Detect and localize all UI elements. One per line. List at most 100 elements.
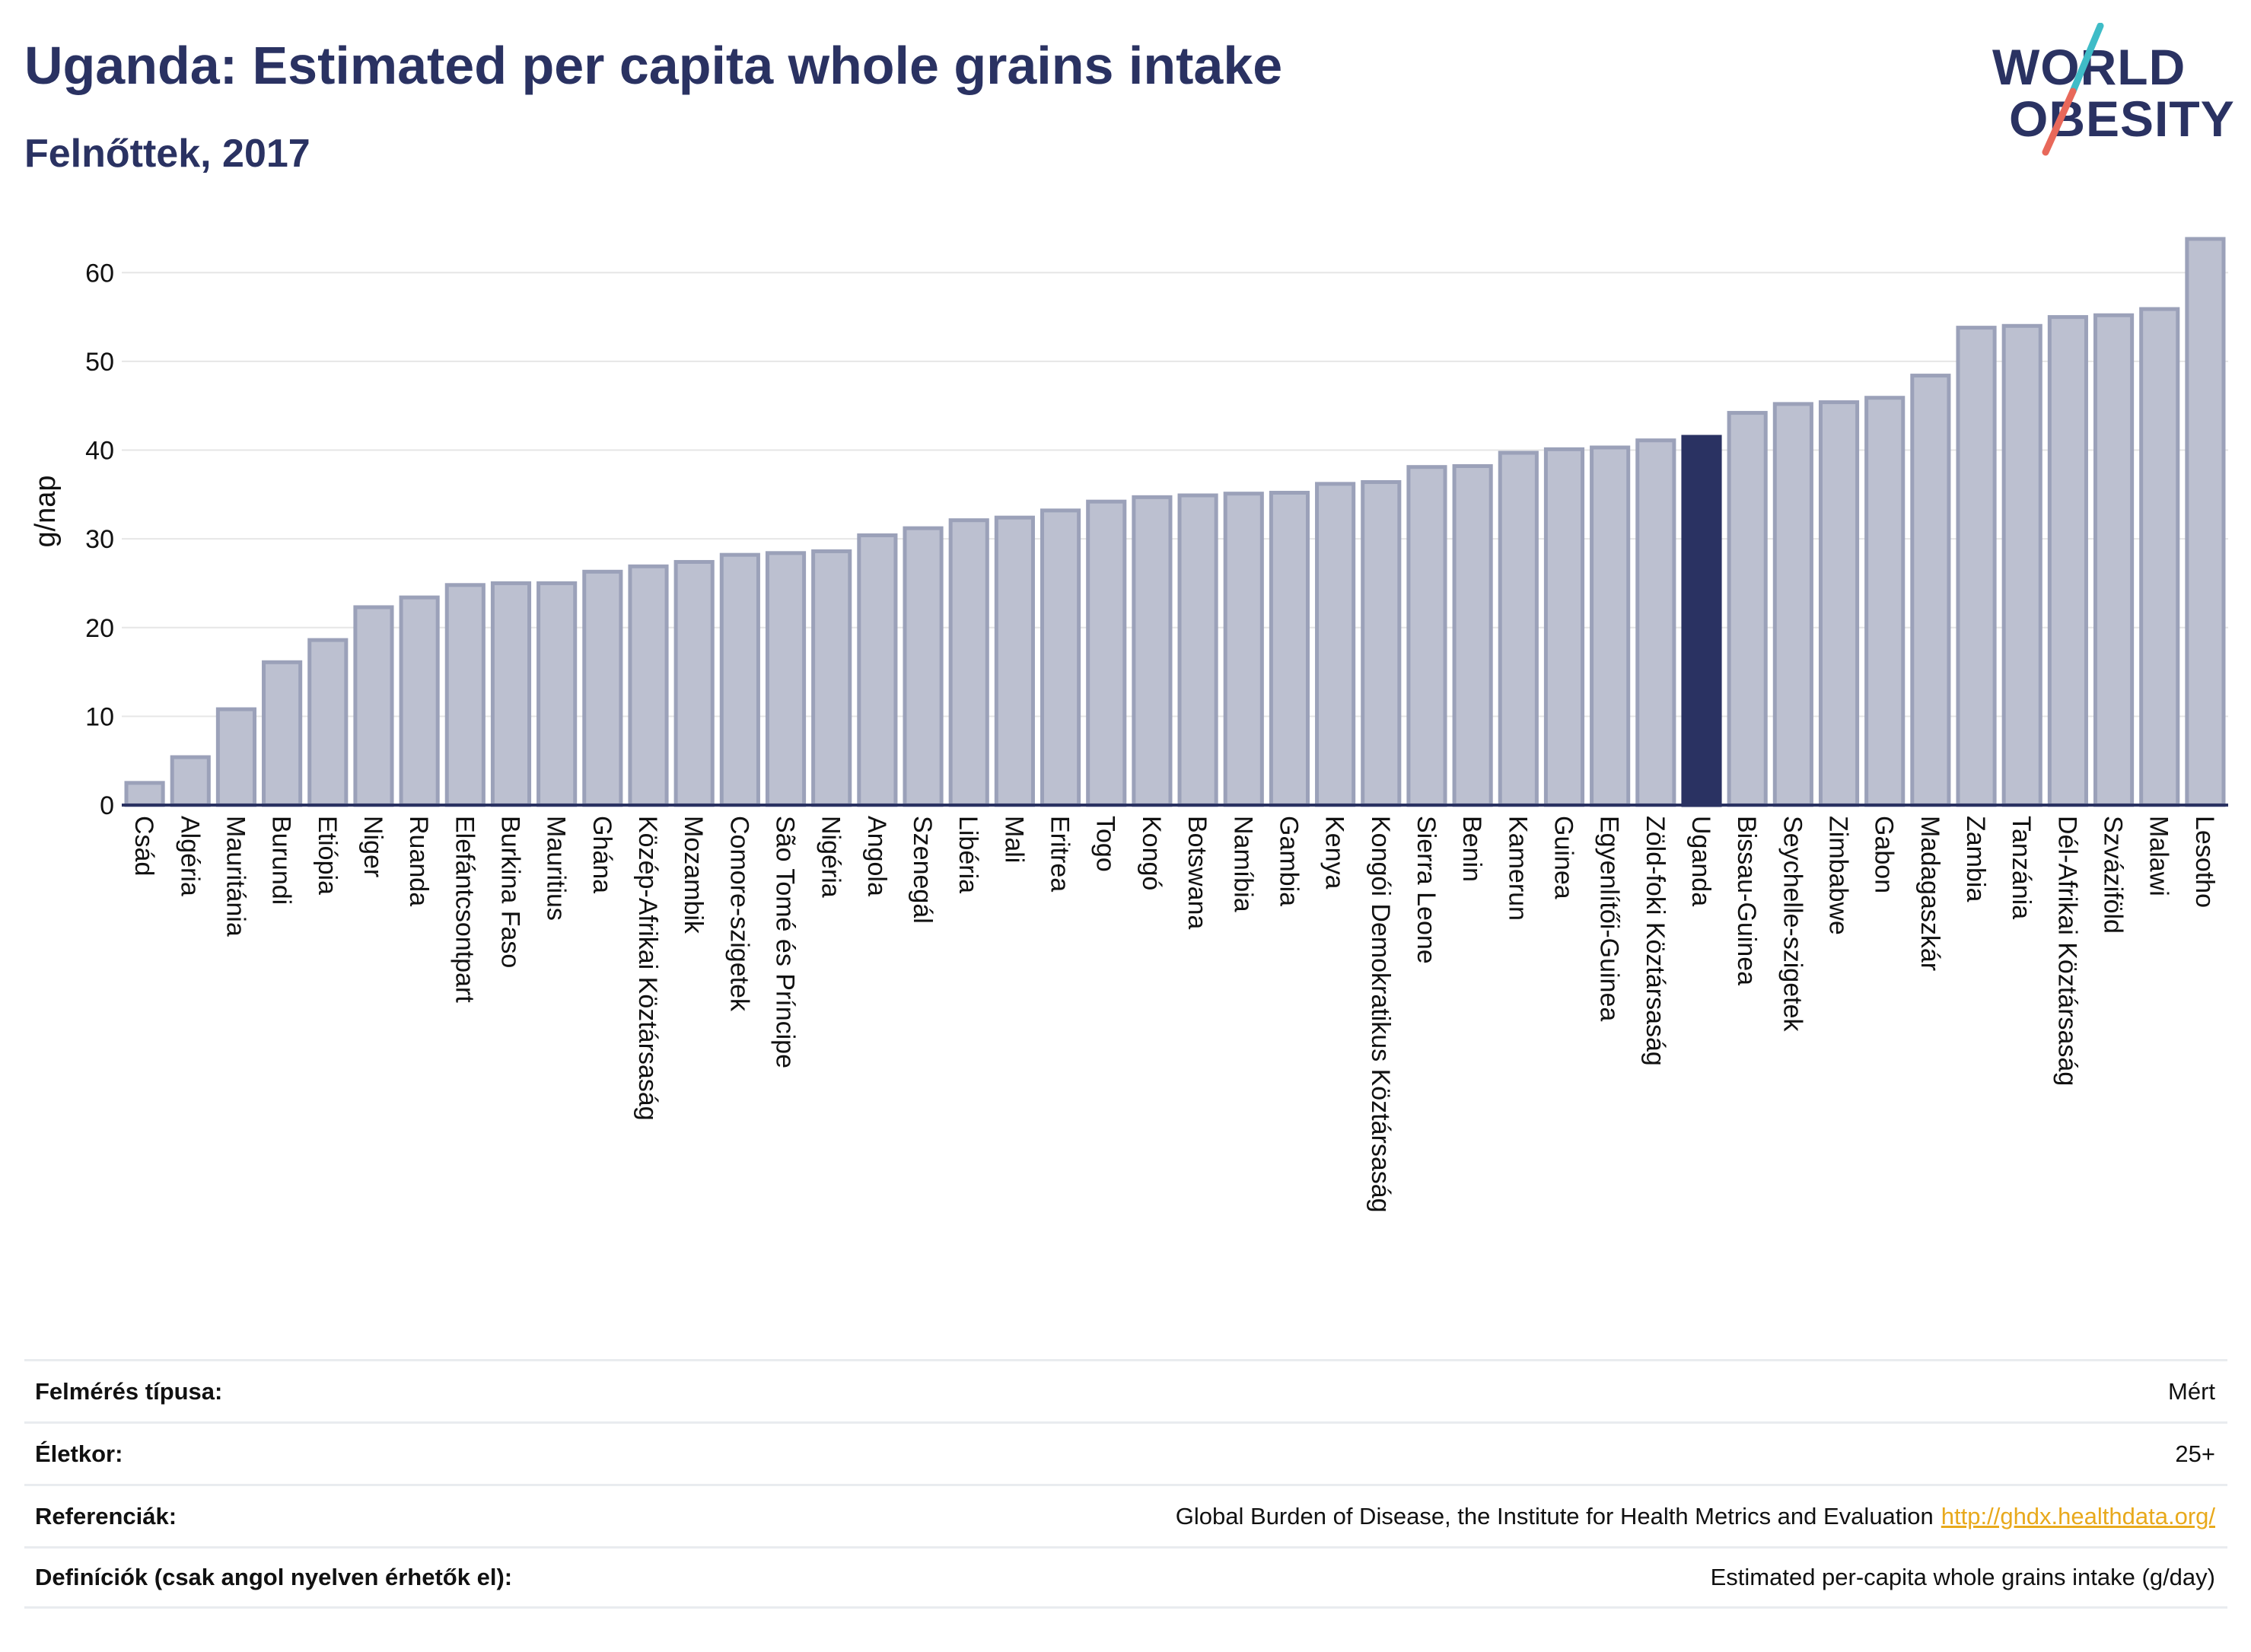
bar	[215, 707, 257, 807]
x-tick-label: Etiópia	[313, 816, 342, 895]
x-tick-label: Mauritánia	[221, 816, 250, 937]
bar	[1590, 445, 1631, 807]
bars	[124, 237, 2226, 807]
x-tick-label: Csád	[129, 816, 158, 876]
x-tick-label: Burkina Faso	[495, 816, 524, 968]
info-row-age: Életkor: 25+	[24, 1421, 2227, 1484]
x-tick-label: Közép-Afrikai Köztársaság	[633, 816, 662, 1121]
logo-slash-icon	[2042, 23, 2104, 156]
info-table: Felmérés típusa: Mért Életkor: 25+ Refer…	[24, 1359, 2227, 1609]
bar-chart: 0 10 20 30 40 50 60 Csád Algéria Mauritánia Burun…	[30, 237, 2228, 1213]
bar	[170, 755, 211, 807]
bar	[628, 564, 669, 807]
x-tick-label: Algéria	[175, 816, 204, 896]
info-label: Felmérés típusa:	[35, 1377, 223, 1405]
y-tick-label: 0	[100, 791, 114, 820]
bar	[1177, 493, 1218, 807]
bar-highlighted	[1681, 434, 1722, 807]
bar	[2139, 307, 2180, 807]
x-tick-label: Niger	[358, 816, 387, 877]
info-row-definitions: Definíciók (csak angol nyelven érhetők e…	[24, 1546, 2227, 1609]
x-tick-label: Seychelle-szigetek	[1778, 816, 1807, 1032]
x-tick-label: Malawi	[2144, 816, 2173, 896]
x-tick-label: Kamerun	[1503, 816, 1532, 921]
y-tick-label: 50	[85, 348, 114, 377]
bar	[1910, 374, 1951, 807]
info-label: Életkor:	[35, 1440, 123, 1467]
bar	[2093, 313, 2135, 807]
y-axis-title: g/nap	[30, 475, 62, 547]
bar	[582, 569, 623, 807]
bar	[811, 549, 852, 807]
x-tick-label: São Tomé és Príncipe	[771, 816, 800, 1068]
bar	[1818, 400, 1860, 807]
x-tick-label: Ruanda	[404, 816, 433, 906]
info-row-references: Referenciák: Global Burden of Disease, t…	[24, 1484, 2227, 1546]
bar	[1864, 396, 1906, 807]
x-tick-label: Eritrea	[1046, 816, 1075, 892]
bar	[1269, 491, 1310, 807]
x-tick-label: Elefántcsontpart	[450, 816, 479, 1003]
x-tick-label: Burundi	[267, 816, 296, 905]
x-tick-label: Namíbia	[1228, 816, 1257, 912]
bar	[1543, 447, 1585, 807]
bar	[673, 559, 715, 807]
bar	[490, 581, 532, 807]
x-tick-label: Angola	[862, 816, 891, 896]
bar	[536, 581, 578, 807]
bar	[444, 583, 486, 807]
x-tick-label: Lesotho	[2190, 816, 2219, 908]
x-tick-label: Madagaszkár	[1915, 816, 1944, 971]
x-tick-label: Gambia	[1274, 816, 1303, 906]
bar	[1086, 499, 1127, 807]
bar	[1956, 326, 1997, 807]
x-tick-label: Kenya	[1320, 816, 1349, 889]
x-tick-label: Szváziföld	[2099, 816, 2128, 934]
x-tick-label: Benin	[1457, 816, 1486, 882]
bar	[1452, 464, 1493, 807]
x-tick-label: Zimbabwe	[1824, 816, 1853, 935]
logo-word-bottom: OBESITY	[2009, 91, 2235, 147]
bar	[1315, 482, 1356, 807]
y-axis-ticks: 0 10 20 30 40 50 60	[85, 259, 114, 820]
x-tick-label: Botswana	[1183, 816, 1211, 929]
x-tick-label: Szenegál	[908, 816, 937, 924]
info-value: Estimated per-capita whole grains intake…	[1710, 1564, 2215, 1590]
x-tick-label: Egyenlítői-Guinea	[1595, 816, 1624, 1021]
bar	[124, 781, 165, 807]
x-tick-label: Zöld-foki Köztársaság	[1641, 816, 1670, 1066]
x-tick-label: Ghána	[587, 816, 616, 893]
reference-text: Global Burden of Disease, the Institute …	[1175, 1502, 1934, 1529]
x-tick-label: Nigéria	[817, 816, 845, 898]
reference-link[interactable]: http://ghdx.healthdata.org/	[1941, 1502, 2215, 1529]
bar	[857, 533, 898, 807]
x-tick-label: Mauritius	[542, 816, 571, 921]
x-tick-label: Libéria	[954, 816, 982, 893]
y-tick-label: 10	[85, 702, 114, 731]
bar	[1040, 508, 1081, 807]
x-tick-label: Guinea	[1549, 816, 1578, 899]
x-tick-label: Kongói Demokratikus Köztársaság	[1366, 816, 1395, 1213]
bar	[1772, 402, 1813, 807]
bar	[2185, 237, 2226, 807]
bar	[994, 515, 1035, 807]
info-value-references: Global Burden of Disease, the Institute …	[1176, 1503, 2227, 1530]
x-tick-label: Tanzánia	[2007, 816, 2036, 919]
bar	[2047, 315, 2088, 807]
world-obesity-logo: WORLD OBESITY	[1979, 23, 2237, 160]
bar	[1132, 495, 1173, 807]
bar	[948, 518, 989, 807]
bar	[262, 660, 303, 807]
x-tick-label: Zambia	[1961, 816, 1990, 902]
bar	[1635, 438, 1676, 807]
info-label: Referenciák:	[35, 1502, 177, 1529]
x-tick-label: Dél-Afrikai Köztársaság	[2052, 816, 2081, 1086]
info-value: 25+	[2175, 1440, 2215, 1467]
bar	[1223, 492, 1264, 807]
info-row-survey-type: Felmérés típusa: Mért	[24, 1359, 2227, 1421]
bar	[399, 595, 440, 807]
bar	[353, 605, 394, 807]
info-value: Mért	[2168, 1377, 2215, 1405]
info-label: Definíciók (csak angol nyelven érhetők e…	[35, 1564, 513, 1590]
x-tick-label: Uganda	[1686, 816, 1715, 906]
